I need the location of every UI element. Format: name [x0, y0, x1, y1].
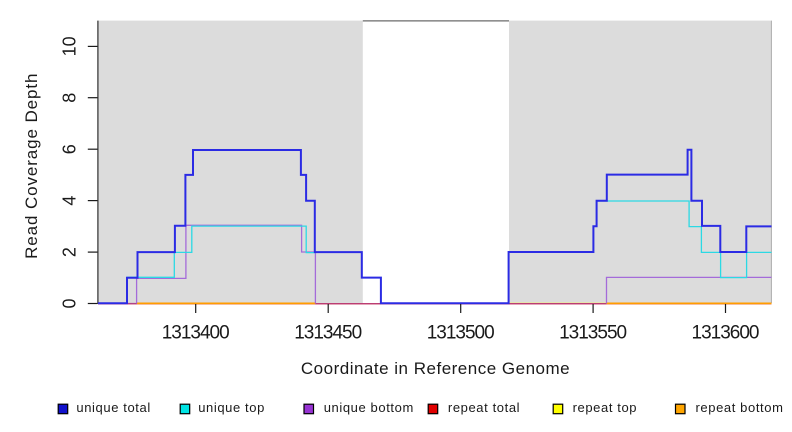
- svg-text:0: 0: [59, 298, 79, 308]
- svg-text:unique top: unique top: [198, 400, 265, 415]
- svg-text:repeat top: repeat top: [573, 400, 638, 415]
- svg-text:Coordinate in Reference Genome: Coordinate in Reference Genome: [301, 359, 570, 378]
- svg-text:unique total: unique total: [76, 400, 150, 415]
- svg-text:6: 6: [59, 144, 79, 154]
- svg-text:4: 4: [59, 196, 79, 206]
- svg-text:unique bottom: unique bottom: [324, 400, 414, 415]
- svg-text:1313550: 1313550: [559, 323, 626, 344]
- svg-text:8: 8: [59, 93, 79, 103]
- svg-text:1313450: 1313450: [294, 323, 361, 344]
- svg-text:repeat bottom: repeat bottom: [696, 400, 784, 415]
- svg-text:2: 2: [59, 247, 79, 257]
- svg-text:1313600: 1313600: [692, 323, 759, 344]
- svg-text:10: 10: [59, 36, 79, 56]
- svg-text:1313500: 1313500: [427, 323, 494, 344]
- svg-text:repeat total: repeat total: [448, 400, 520, 415]
- svg-text:Read Coverage Depth: Read Coverage Depth: [22, 73, 41, 259]
- svg-text:1313400: 1313400: [162, 323, 229, 344]
